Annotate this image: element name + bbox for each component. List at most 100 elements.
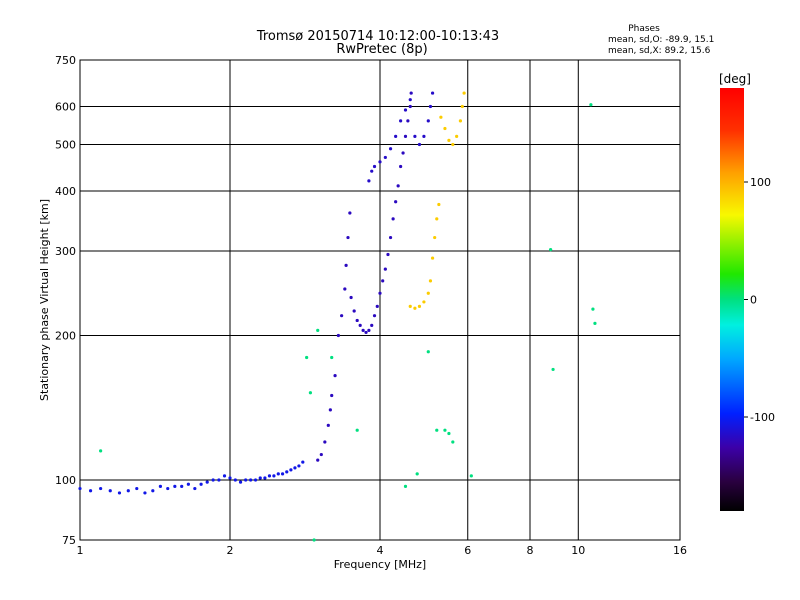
x-axis-label: Frequency [MHz] (334, 558, 426, 571)
data-point (593, 321, 597, 325)
y-tick-label: 300 (55, 245, 76, 258)
data-point (308, 391, 313, 395)
data-point (346, 235, 350, 240)
y-tick-label: 600 (55, 101, 76, 114)
colorbar: [deg] 100 0 -100 (719, 72, 775, 511)
data-points (78, 91, 597, 542)
data-point (591, 307, 595, 311)
data-point (462, 91, 466, 95)
data-point (433, 235, 437, 240)
data-point (151, 489, 155, 493)
data-point (551, 367, 555, 372)
data-point (422, 134, 426, 138)
data-point (358, 323, 362, 327)
data-point (272, 474, 276, 478)
data-point (333, 374, 337, 378)
data-point (289, 468, 293, 472)
stats-heading: Phases (628, 24, 660, 34)
data-point (316, 458, 320, 462)
colorbar-tick-label: 0 (750, 294, 757, 307)
data-point (422, 300, 426, 304)
data-point (370, 323, 374, 327)
data-point (228, 476, 232, 480)
data-point (435, 217, 439, 221)
data-point (415, 472, 419, 476)
data-point (319, 452, 323, 457)
data-point (323, 440, 327, 444)
data-point (378, 160, 382, 164)
data-point (443, 428, 447, 432)
data-point (396, 184, 400, 188)
data-point (258, 476, 262, 480)
y-tick-label: 75 (62, 534, 76, 547)
stats-line-x: mean, sd,X: 89.2, 15.6 (608, 46, 711, 56)
data-point (381, 279, 385, 283)
data-point (238, 480, 243, 484)
data-point (435, 428, 439, 432)
data-point (361, 328, 365, 332)
data-point (253, 478, 258, 482)
data-point (328, 408, 332, 412)
grid (80, 60, 680, 540)
data-point (372, 314, 377, 318)
data-point (233, 478, 237, 482)
data-point (135, 486, 139, 491)
x-tick-label: 6 (464, 544, 471, 557)
data-point (394, 200, 398, 204)
data-point (336, 333, 340, 338)
data-point (301, 460, 305, 464)
data-point (312, 538, 316, 542)
data-point (199, 482, 203, 486)
chart-title: Tromsø 20150714 10:12:00-10:13:43 (256, 29, 499, 44)
data-point (378, 291, 382, 295)
data-point (430, 256, 435, 260)
data-point (451, 440, 455, 444)
data-point (108, 489, 112, 493)
data-point (409, 91, 413, 95)
data-point (386, 252, 390, 257)
data-point (549, 248, 553, 252)
y-tick-label: 200 (55, 330, 76, 343)
data-point (126, 489, 130, 493)
data-point (388, 147, 393, 151)
data-point (211, 478, 215, 482)
data-point (443, 126, 447, 131)
data-point (401, 151, 405, 155)
data-point (280, 472, 285, 476)
data-point (417, 304, 422, 309)
data-point (367, 328, 371, 332)
y-tick-label: 500 (55, 139, 76, 152)
data-point (370, 169, 374, 173)
data-point (205, 480, 209, 484)
data-point (460, 104, 464, 109)
y-axis-label: Stationary phase Virtual Height [km] (38, 199, 51, 401)
data-point (330, 355, 334, 360)
data-point (352, 309, 356, 313)
y-tick-label: 100 (55, 474, 76, 487)
data-point (455, 134, 459, 138)
data-point (285, 470, 289, 474)
data-point (173, 484, 177, 488)
y-axis-ticks: 75 100 200 300 400 500 600 750 (55, 54, 76, 547)
data-point (403, 108, 408, 112)
data-point (430, 91, 435, 95)
data-point (447, 431, 451, 436)
plot-area (78, 59, 681, 542)
data-point (469, 474, 473, 478)
data-point (343, 287, 347, 291)
data-point (99, 486, 103, 491)
data-point (413, 134, 417, 138)
data-point (408, 98, 412, 102)
data-point (589, 103, 593, 107)
data-point (408, 104, 412, 109)
x-axis-ticks: 1 2 4 6 8 10 16 (77, 544, 688, 557)
data-point (426, 119, 430, 123)
data-point (117, 491, 122, 495)
y-tick-label: 400 (55, 185, 76, 198)
data-point (403, 484, 408, 488)
data-point (399, 119, 403, 123)
data-point (348, 211, 352, 215)
data-point (297, 464, 301, 468)
data-point (217, 478, 221, 482)
